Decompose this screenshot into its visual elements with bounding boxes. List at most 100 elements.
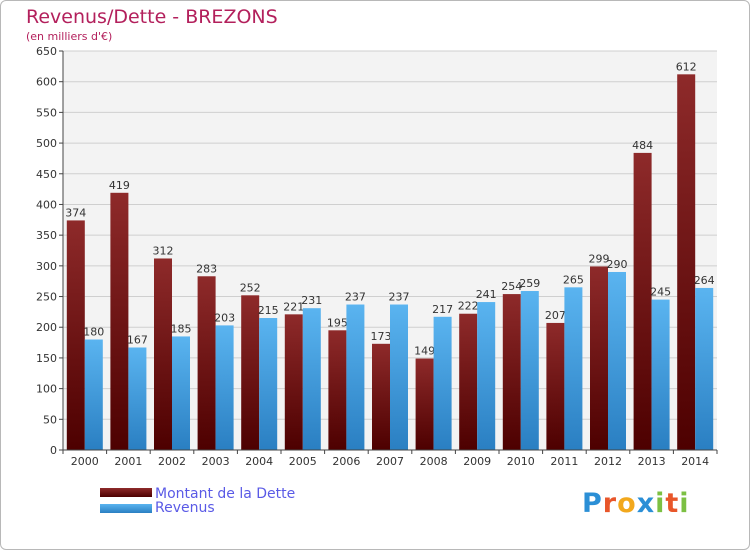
proxiti-logo: Proxiti [582, 488, 690, 519]
bar-revenus [564, 287, 583, 450]
logo-letter: t [665, 488, 680, 519]
logo-letter: i [655, 488, 666, 519]
bar-revenus [433, 316, 452, 450]
legend-label-debt: Montant de la Dette [155, 486, 296, 502]
value-label: 241 [476, 288, 497, 301]
bar-dette [459, 313, 478, 450]
logo-letter: x [636, 488, 656, 519]
bar-revenus [695, 287, 714, 450]
legend-label-revenus: Revenus [155, 500, 215, 516]
bar-revenus [520, 291, 539, 450]
y-tick-label: 250 [36, 291, 57, 304]
bar-revenus [302, 308, 321, 450]
bar-dette [66, 220, 85, 450]
value-label: 237 [389, 291, 410, 304]
x-tick-label: 2004 [245, 455, 273, 468]
value-label: 299 [589, 252, 610, 265]
axes: 0 50 100 150 200 250 300 350 400 450 500 550 600 650 2… [36, 45, 718, 468]
value-label: 264 [694, 274, 715, 287]
value-label: 207 [545, 309, 566, 322]
x-tick-label: 2008 [420, 455, 448, 468]
bar-revenus [390, 304, 408, 450]
bar-revenus [346, 304, 365, 450]
bar-revenus [477, 302, 496, 450]
y-tick-label: 200 [36, 321, 57, 334]
x-tick-label: 2000 [71, 455, 99, 468]
bar-revenus [608, 271, 626, 450]
logo-letter: r [602, 488, 618, 519]
value-label: 185 [171, 322, 192, 335]
x-tick-label: 2014 [681, 455, 709, 468]
value-label: 237 [345, 291, 366, 304]
x-tick-label: 2005 [289, 455, 317, 468]
bar-dette [241, 295, 260, 450]
bar-dette [110, 192, 129, 450]
value-label: 245 [650, 286, 671, 299]
value-label: 290 [607, 258, 628, 271]
x-tick-label: 2012 [594, 455, 622, 468]
value-label: 180 [83, 326, 104, 339]
legend-swatch-revenus [100, 504, 152, 513]
value-label: 419 [109, 179, 130, 192]
value-label: 374 [65, 206, 86, 219]
bar-revenus [259, 318, 278, 450]
y-tick-label: 50 [43, 413, 57, 426]
chart-subtitle: (en milliers d'€) [26, 30, 113, 43]
bar-dette [590, 266, 608, 450]
x-tick-label: 2002 [158, 455, 186, 468]
logo-letter: P [582, 488, 603, 519]
bar-revenus [651, 299, 670, 450]
value-label: 215 [258, 304, 279, 317]
bar-revenus [84, 339, 103, 450]
x-tick-label: 2007 [376, 455, 404, 468]
value-label: 312 [153, 244, 174, 257]
value-label: 221 [283, 300, 304, 313]
x-tick-label: 2013 [638, 455, 666, 468]
logo-letter: i [679, 488, 690, 519]
value-label: 612 [676, 60, 697, 73]
bar-revenus [128, 347, 147, 450]
bar-dette [372, 343, 390, 450]
y-tick-label: 650 [36, 45, 57, 58]
value-label: 167 [127, 333, 148, 346]
bar-dette [546, 322, 565, 450]
value-label: 254 [501, 280, 522, 293]
y-tick-label: 600 [36, 76, 57, 89]
bar-dette [154, 258, 172, 450]
bar-dette [415, 358, 434, 450]
y-tick-label: 350 [36, 229, 57, 242]
logo-letter: o [617, 488, 637, 519]
value-label: 149 [414, 345, 435, 358]
y-tick-label: 500 [36, 137, 57, 150]
value-label: 259 [519, 277, 540, 290]
x-tick-label: 2009 [463, 455, 491, 468]
legend-swatch-debt [100, 488, 152, 497]
y-tick-label: 400 [36, 198, 57, 211]
y-tick-label: 150 [36, 352, 57, 365]
bar-dette [502, 294, 521, 450]
y-tick-label: 0 [50, 444, 57, 457]
bar-revenus [172, 336, 190, 450]
y-tick-label: 100 [36, 383, 57, 396]
bar-dette [633, 152, 652, 450]
bar-dette [197, 276, 216, 450]
value-label: 265 [563, 273, 584, 286]
y-tick-label: 450 [36, 168, 57, 181]
bar-dette [328, 330, 347, 450]
x-tick-label: 2006 [332, 455, 360, 468]
x-tick-label: 2003 [202, 455, 230, 468]
value-label: 252 [240, 281, 261, 294]
x-tick-label: 2001 [114, 455, 142, 468]
y-tick-label: 550 [36, 106, 57, 119]
bar-dette [677, 74, 696, 450]
x-tick-label: 2011 [550, 455, 578, 468]
value-label: 231 [301, 294, 322, 307]
x-tick-label: 2010 [507, 455, 535, 468]
value-label: 484 [632, 139, 653, 152]
value-label: 195 [327, 316, 348, 329]
value-label: 203 [214, 311, 235, 324]
y-tick-label: 300 [36, 260, 57, 273]
value-label: 283 [196, 262, 217, 275]
